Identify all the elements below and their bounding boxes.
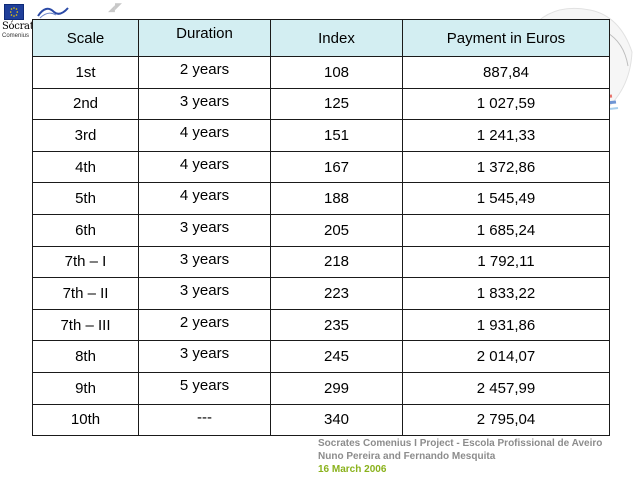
socrates-logo-area: [0, 0, 80, 30]
cell-payment: 2 457,99: [402, 371, 610, 405]
cell-scale: 10th: [32, 403, 139, 437]
cell-duration: 5 years: [138, 371, 271, 405]
cell-index: 235: [270, 308, 403, 342]
cell-payment: 1 685,24: [402, 213, 610, 247]
cell-duration: 4 years: [138, 150, 271, 184]
cell-scale: 5th: [32, 182, 139, 215]
cell-payment: 2 014,07: [402, 340, 610, 373]
cell-scale: 7th – II: [32, 277, 139, 310]
cell-scale: 8th: [32, 340, 139, 373]
table-row: 4th 4 years 167 1 372,86: [32, 150, 610, 184]
table-row: 7th – I 3 years 218 1 792,11: [32, 245, 610, 279]
cell-payment: 1 792,11: [402, 245, 610, 279]
cell-index: 108: [270, 56, 403, 89]
footer-project-line: Socrates Comenius I Project - Escola Pro…: [318, 438, 603, 449]
footer-date-line: 16 March 2006: [318, 464, 387, 475]
cell-index: 167: [270, 150, 403, 184]
cell-scale: 2nd: [32, 87, 139, 121]
cell-duration: ---: [138, 403, 271, 437]
cell-scale: 3rd: [32, 119, 139, 152]
comenius-program-text: Comenius: [2, 33, 30, 39]
cell-duration: 3 years: [138, 340, 271, 373]
cell-duration: 3 years: [138, 245, 271, 279]
table-row: 6th 3 years 205 1 685,24: [32, 213, 610, 247]
footer-credits: Socrates Comenius I Project - Escola Pro…: [318, 437, 602, 476]
background-watermark: ◢ ◤: [108, 2, 122, 14]
socrates-emblem-icon: [37, 7, 69, 19]
cell-payment: 1 027,59: [402, 87, 610, 121]
table-row: 5th 4 years 188 1 545,49: [32, 182, 610, 215]
table-row: 9th 5 years 299 2 457,99: [32, 371, 610, 405]
cell-index: 340: [270, 403, 403, 437]
cell-payment: 1 833,22: [402, 277, 610, 310]
table-row: 2nd 3 years 125 1 027,59: [32, 87, 610, 121]
table-header-row: Scale Duration Index Payment in Euros: [32, 19, 610, 57]
cell-payment: 887,84: [402, 56, 610, 89]
payment-scale-table: Scale Duration Index Payment in Euros 1s…: [32, 19, 610, 437]
socrates-brand-text: Sócrates: [2, 21, 44, 32]
cell-scale: 7th – III: [32, 308, 139, 342]
cell-duration: 2 years: [138, 56, 271, 89]
header-scale: Scale: [32, 19, 139, 57]
cell-payment: 2 795,04: [402, 403, 610, 437]
table-row: 1st 2 years 108 887,84: [32, 56, 610, 89]
table-row: 3rd 4 years 151 1 241,33: [32, 119, 610, 152]
cell-index: 188: [270, 182, 403, 215]
eu-flag-icon: [4, 4, 24, 20]
header-duration: Duration: [138, 19, 271, 57]
cell-duration: 2 years: [138, 308, 271, 342]
cell-duration: 4 years: [138, 182, 271, 215]
cell-payment: 1 545,49: [402, 182, 610, 215]
cell-index: 223: [270, 277, 403, 310]
cell-index: 218: [270, 245, 403, 279]
cell-index: 245: [270, 340, 403, 373]
cell-index: 205: [270, 213, 403, 247]
cell-scale: 4th: [32, 150, 139, 184]
cell-index: 299: [270, 371, 403, 405]
table-row: 7th – III 2 years 235 1 931,86: [32, 308, 610, 342]
cell-payment: 1 372,86: [402, 150, 610, 184]
header-payment: Payment in Euros: [402, 19, 610, 57]
cell-duration: 3 years: [138, 277, 271, 310]
footer-authors-line: Nuno Pereira and Fernando Mesquita: [318, 451, 496, 462]
cell-payment: 1 931,86: [402, 308, 610, 342]
cell-duration: 3 years: [138, 87, 271, 121]
payment-scale-table-wrapper: Scale Duration Index Payment in Euros 1s…: [32, 19, 610, 437]
cell-payment: 1 241,33: [402, 119, 610, 152]
cell-duration: 3 years: [138, 213, 271, 247]
table-row: 8th 3 years 245 2 014,07: [32, 340, 610, 373]
header-index: Index: [270, 19, 403, 57]
cell-scale: 9th: [32, 371, 139, 405]
table-row: 10th --- 340 2 795,04: [32, 403, 610, 437]
cell-index: 151: [270, 119, 403, 152]
table-row: 7th – II 3 years 223 1 833,22: [32, 277, 610, 310]
cell-duration: 4 years: [138, 119, 271, 152]
cell-index: 125: [270, 87, 403, 121]
cell-scale: 7th – I: [32, 245, 139, 279]
cell-scale: 1st: [32, 56, 139, 89]
cell-scale: 6th: [32, 213, 139, 247]
